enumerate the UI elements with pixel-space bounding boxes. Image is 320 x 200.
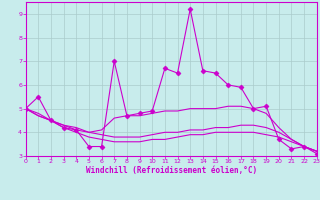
X-axis label: Windchill (Refroidissement éolien,°C): Windchill (Refroidissement éolien,°C) [86,166,257,175]
